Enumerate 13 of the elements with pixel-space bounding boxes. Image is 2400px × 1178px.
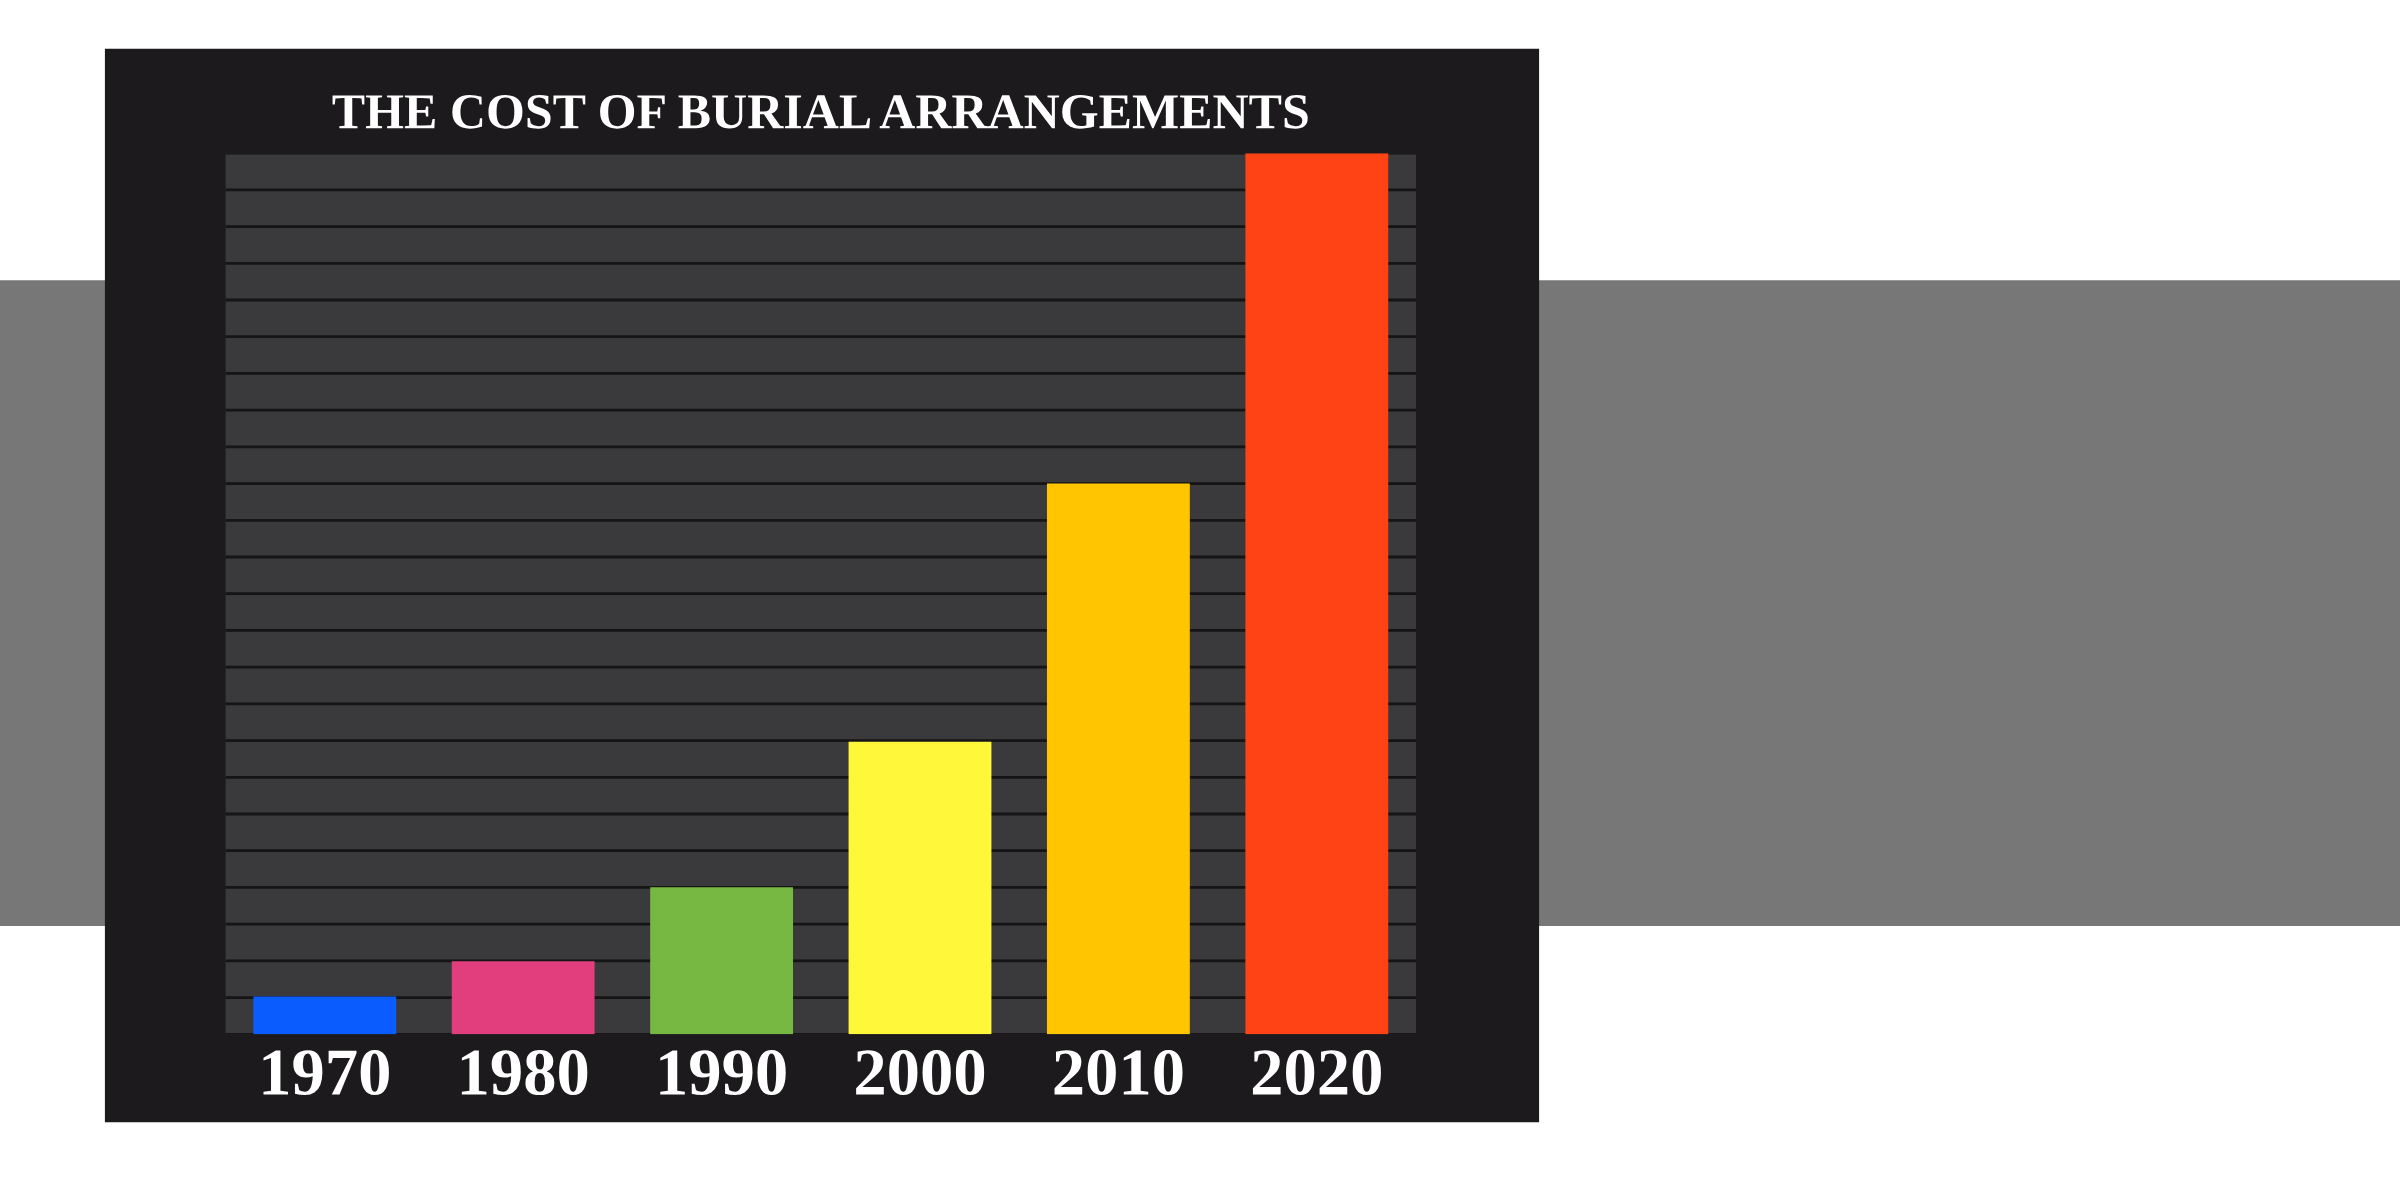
x-tick-label: 1990: [660, 1050, 786, 1096]
bar: [1046, 483, 1190, 1035]
x-tick-label: 1980: [461, 1050, 588, 1096]
bar: [650, 887, 794, 1035]
chart-title: THE COST OF BURIAL ARRANGEMENTS: [332, 95, 1308, 129]
bar: [1245, 153, 1389, 1035]
bar: [253, 996, 397, 1035]
x-tick-label: 2020: [1252, 1050, 1381, 1096]
x-tick-label: 2010: [1054, 1050, 1183, 1096]
bar: [848, 741, 992, 1035]
x-tick-label: 2000: [856, 1050, 985, 1096]
x-tick-label: 1970: [263, 1050, 389, 1096]
bar: [451, 961, 595, 1035]
